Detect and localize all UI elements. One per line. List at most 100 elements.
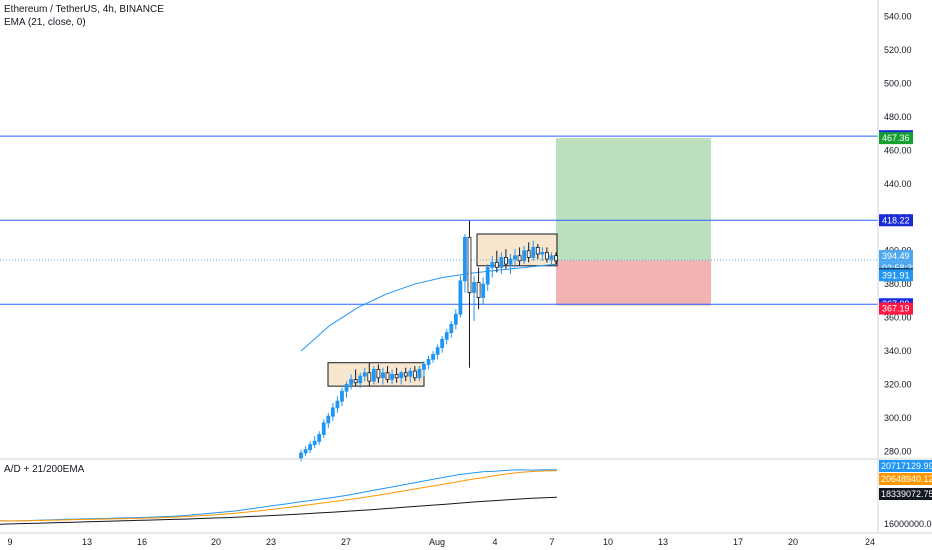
svg-text:20648940.12: 20648940.12 [881, 474, 932, 484]
candle [531, 240, 536, 261]
candle [317, 431, 322, 445]
candle [385, 366, 390, 383]
candle [330, 402, 335, 422]
svg-text:20717129.99: 20717129.99 [881, 461, 932, 471]
time-tick-label: 17 [733, 537, 743, 547]
price-tick-label: 320.00 [884, 379, 912, 389]
ad-value-tag: 20717129.99 [879, 460, 932, 472]
ad-tick-label: 16000000.00 [884, 519, 932, 529]
candle [485, 264, 490, 291]
svg-text:18339072.75: 18339072.75 [881, 489, 932, 499]
candle [463, 234, 467, 293]
candle [408, 367, 413, 383]
candle [426, 356, 431, 370]
candle [412, 366, 417, 382]
candle [476, 267, 481, 310]
loss-zone[interactable] [556, 260, 711, 306]
candle [431, 351, 435, 363]
horizontal-levels [0, 135, 878, 305]
candle [453, 309, 458, 330]
ad-series-line [0, 496, 558, 525]
candle [303, 446, 308, 457]
candle [417, 366, 422, 382]
candle [376, 364, 381, 383]
candle [435, 344, 440, 360]
candle [358, 372, 363, 388]
consolidation-box[interactable] [476, 233, 558, 267]
price-pane[interactable] [0, 0, 878, 458]
candle [422, 361, 426, 377]
time-tick-label: 9 [7, 537, 12, 547]
time-tick-label: 23 [266, 537, 276, 547]
time-tick-label: Aug [429, 537, 445, 547]
candle [535, 244, 540, 260]
position-tool [556, 138, 711, 306]
candle [353, 369, 358, 387]
price-tick-label: 540.00 [884, 12, 912, 22]
candle [440, 335, 445, 353]
time-tick-label: 16 [137, 537, 147, 547]
time-tick-label: 10 [603, 537, 613, 547]
profit-zone[interactable] [556, 138, 711, 261]
symbol-legend[interactable]: Ethereum / TetherUS, 4h, BINANCE [4, 4, 164, 15]
candle [508, 254, 513, 275]
time-tick-label: 20 [211, 537, 221, 547]
svg-text:394.49: 394.49 [882, 251, 910, 261]
price-tick-label: 280.00 [884, 446, 912, 456]
candle [399, 371, 404, 385]
time-tick-label: 20 [788, 537, 798, 547]
price-tag: 391.91 [879, 269, 913, 282]
candle [549, 252, 554, 265]
svg-text:391.91: 391.91 [882, 270, 910, 280]
candle [540, 247, 545, 261]
candle [371, 366, 376, 385]
time-tick-label: 7 [549, 537, 554, 547]
candle [449, 320, 454, 338]
price-axis: 280.00300.00320.00340.00360.00380.00400.… [884, 12, 912, 457]
price-tick-label: 300.00 [884, 413, 912, 423]
price-tags: 468.53418.22367.99394.4902:58:38467.3639… [879, 130, 932, 500]
ad-legend[interactable]: A/D + 21/200EMA [4, 464, 85, 475]
candle [349, 374, 353, 390]
candle [494, 250, 499, 273]
candle [472, 275, 476, 321]
ad-series-line [0, 470, 558, 522]
time-tick-label: 13 [658, 537, 668, 547]
candle [340, 387, 344, 407]
candle [403, 367, 408, 382]
candle [381, 367, 385, 385]
candle [362, 367, 367, 382]
ad-axis: 16000000.00 [884, 519, 932, 529]
candle [499, 252, 504, 275]
candle [458, 275, 463, 318]
candle [544, 247, 549, 263]
price-tick-label: 360.00 [884, 313, 912, 323]
candle [335, 396, 340, 413]
candle [526, 242, 531, 263]
price-tag: 367.19 [879, 302, 913, 315]
ad-pane[interactable] [0, 460, 878, 533]
candle [504, 249, 508, 270]
candle [554, 252, 558, 265]
ad-series [0, 469, 558, 525]
candle [367, 362, 372, 387]
candle [312, 436, 317, 448]
ema-legend[interactable]: EMA (21, close, 0) [4, 17, 86, 28]
ema-line [300, 263, 557, 352]
candle [394, 367, 399, 383]
candle [326, 412, 331, 428]
candle [522, 245, 527, 265]
time-axis: 9 13 16 20 23 27 Aug 4 7 10 13 17 20 24 [7, 537, 875, 547]
svg-text:02:58:38: 02:58:38 [882, 263, 917, 273]
candle [321, 419, 326, 438]
candle [517, 247, 522, 266]
ad-value-tag: 18339072.75 [879, 488, 932, 500]
candles [299, 220, 558, 462]
level-price-tag: 418.22 [879, 214, 913, 227]
candle [344, 381, 349, 398]
price-tick-label: 480.00 [884, 112, 912, 122]
ad-series-line [0, 469, 558, 522]
svg-text:418.22: 418.22 [882, 215, 910, 225]
